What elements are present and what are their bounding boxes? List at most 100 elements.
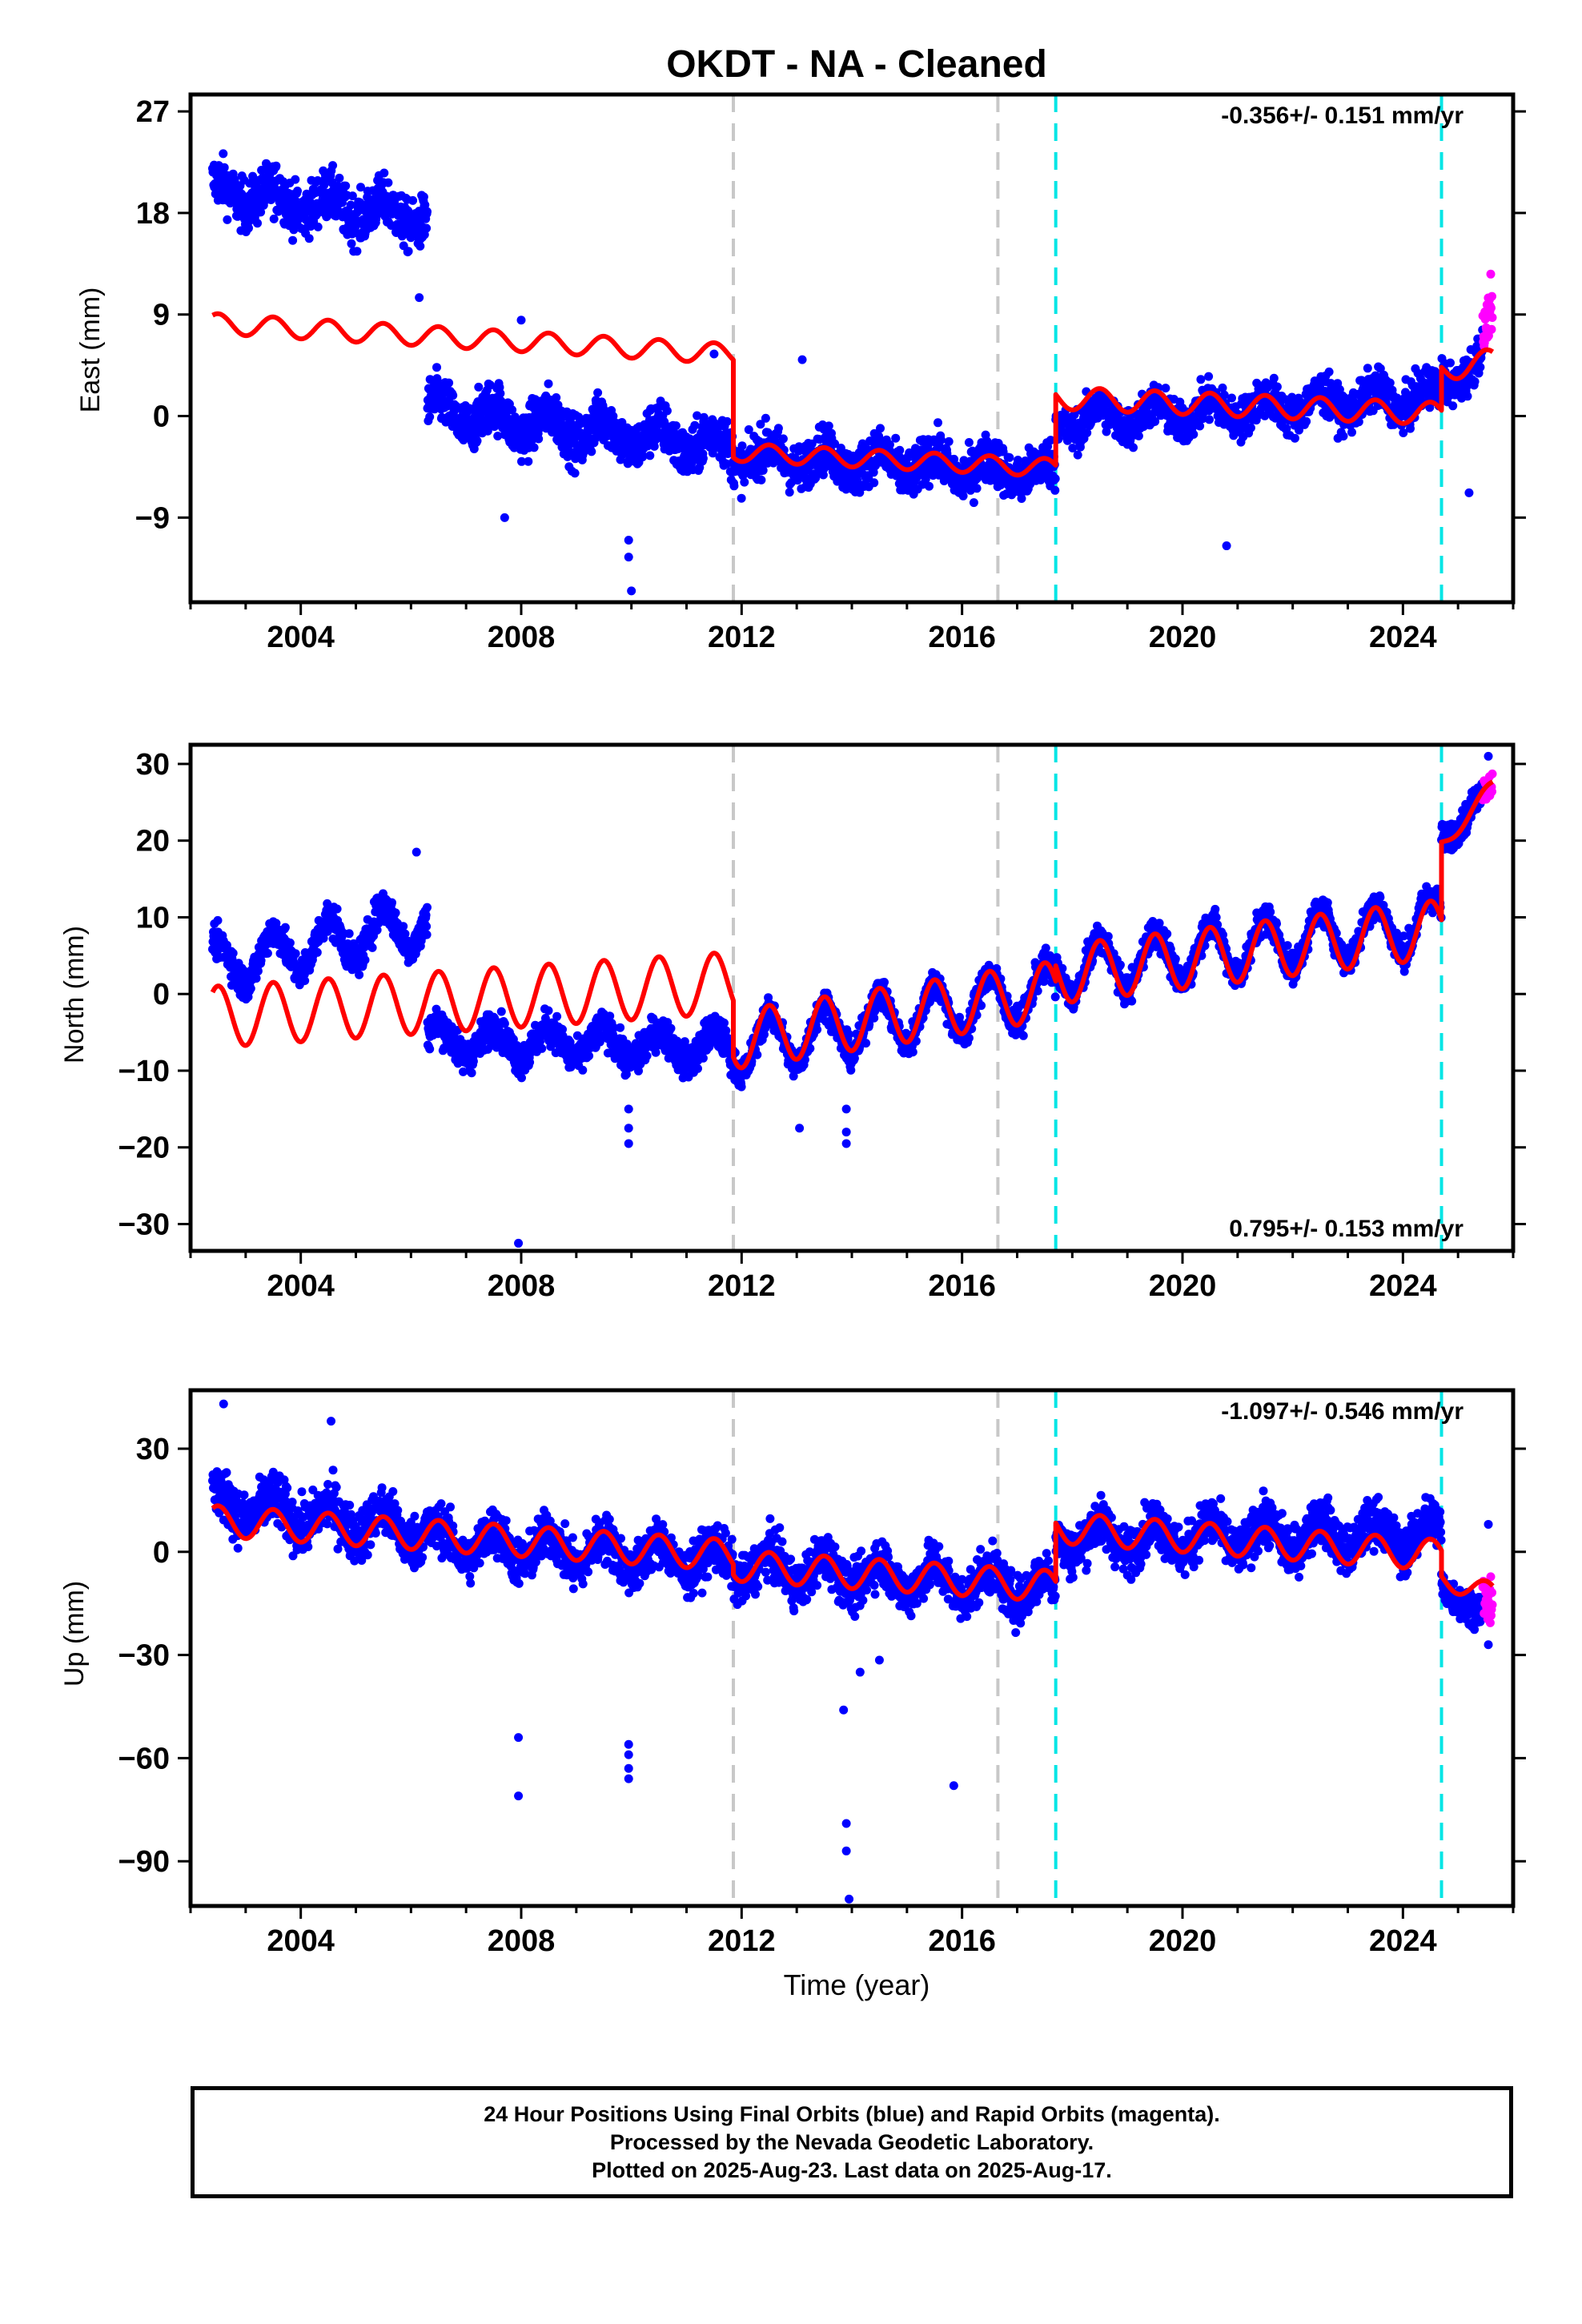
data-point (391, 908, 400, 918)
data-point (293, 187, 302, 195)
data-point (729, 481, 739, 491)
data-point (876, 424, 885, 433)
data-point (666, 1023, 676, 1033)
data-point (1050, 474, 1060, 484)
rapid-data-point (1486, 269, 1496, 279)
data-point (432, 363, 441, 372)
data-point (737, 441, 747, 451)
data-point (785, 488, 794, 497)
y-tick-label: −9 (135, 501, 170, 535)
data-point (500, 1019, 509, 1028)
data-point (1363, 364, 1372, 373)
data-point (552, 393, 561, 402)
data-point (312, 947, 322, 957)
x-tick-label: 2004 (267, 621, 335, 654)
data-point (690, 420, 700, 430)
north-panel: North (mm) 2004 2008 2012 2016 2020 202430201… (59, 742, 1526, 1303)
outlier-point (709, 349, 719, 359)
data-point (761, 413, 770, 423)
data-point (253, 967, 263, 976)
data-point (422, 930, 432, 939)
data-point (244, 223, 253, 233)
data-point (584, 1051, 594, 1060)
data-point (1302, 416, 1311, 426)
data-point (291, 949, 300, 959)
rapid-data-point (1488, 292, 1496, 301)
data-point (1272, 382, 1282, 392)
data-point (256, 207, 266, 217)
data-point (1227, 393, 1236, 403)
data-point (972, 484, 982, 493)
data-point (1134, 431, 1143, 440)
outlier-point (1222, 541, 1231, 551)
data-point (537, 1043, 547, 1053)
data-point (367, 943, 377, 952)
data-point (693, 1063, 702, 1073)
data-point (671, 421, 681, 431)
outlier-point (797, 355, 807, 364)
data-point (467, 1068, 476, 1078)
data-point (964, 438, 974, 447)
data-point (285, 938, 295, 947)
data-point (496, 1007, 506, 1016)
data-point (328, 161, 338, 171)
data-point (387, 898, 396, 907)
data-point (1269, 373, 1279, 383)
data-point (1446, 358, 1455, 368)
data-point (616, 1023, 625, 1032)
rapid-data-point (1487, 324, 1496, 334)
data-point (246, 983, 255, 993)
x-tick-label: 2016 (928, 621, 996, 654)
data-point (1005, 452, 1014, 462)
data-point (698, 1053, 708, 1063)
data-point (1205, 415, 1214, 424)
x-tick-label: 2020 (1149, 621, 1217, 654)
data-point (722, 416, 732, 426)
data-point (335, 173, 344, 183)
y-tick-label: 27 (136, 95, 170, 129)
data-point (525, 1058, 535, 1067)
data-point (332, 904, 342, 914)
data-point (891, 433, 901, 443)
data-point (544, 1006, 553, 1015)
data-point (1406, 424, 1415, 433)
data-point (1073, 450, 1082, 460)
data-point (213, 915, 223, 925)
data-point (638, 452, 648, 462)
data-point (757, 475, 766, 485)
north-axis-label: North (mm) (59, 926, 90, 1063)
plot-frame (188, 92, 1516, 605)
data-point (544, 379, 553, 388)
data-point (425, 1044, 435, 1054)
data-point (645, 451, 655, 460)
data-point (423, 207, 432, 216)
data-point (422, 223, 432, 233)
outlier-point (516, 316, 526, 325)
data-point (269, 214, 279, 223)
data-point (300, 976, 310, 986)
data-point (1129, 443, 1138, 452)
data-point (578, 1065, 588, 1075)
data-point (1470, 377, 1480, 386)
east-axis-label: East (mm) (75, 287, 106, 413)
outlier-point (415, 293, 424, 303)
data-point (698, 453, 708, 463)
data-point (444, 378, 454, 388)
data-point (425, 412, 435, 421)
data-point (474, 382, 484, 392)
data-point (1196, 375, 1206, 384)
data-point (263, 948, 272, 958)
data-point (662, 406, 672, 416)
data-point (271, 161, 281, 171)
data-point (422, 922, 432, 931)
data-point (1204, 372, 1214, 381)
data-point (421, 911, 431, 920)
outlier-point (627, 586, 636, 596)
data-point (570, 468, 580, 478)
data-point (587, 447, 596, 456)
data-point (472, 436, 482, 445)
data-point (642, 1051, 652, 1060)
data-point (253, 219, 262, 228)
data-point (944, 436, 954, 446)
data-point (408, 195, 418, 205)
